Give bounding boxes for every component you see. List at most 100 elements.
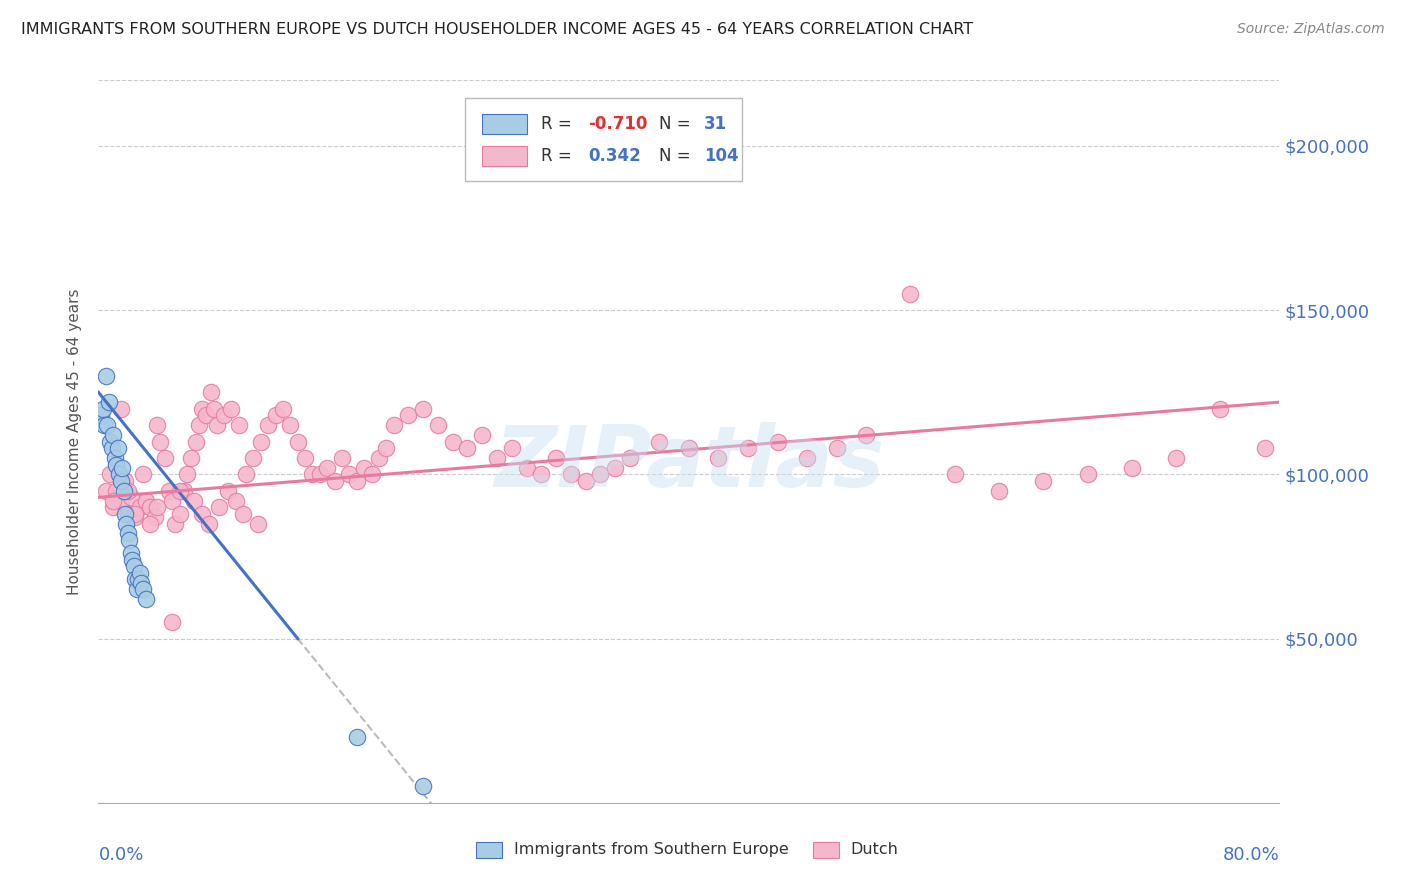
Point (575, 474, 598, 488)
Point (198, 516, 221, 531)
Point (115, 516, 138, 531)
Point (149, 434, 172, 449)
Point (1121, 460, 1143, 475)
Point (125, 582, 148, 597)
Point (855, 428, 877, 442)
Bar (482, 113, 527, 134)
Point (165, 516, 187, 531)
Point (128, 566, 150, 580)
Bar (477, 842, 502, 858)
Point (353, 460, 375, 475)
Point (180, 450, 202, 465)
Point (114, 507, 136, 521)
Point (225, 493, 247, 508)
Text: 104: 104 (704, 147, 740, 165)
Point (250, 434, 273, 449)
Point (232, 507, 254, 521)
Point (427, 418, 450, 433)
Text: Source: ZipAtlas.com: Source: ZipAtlas.com (1237, 22, 1385, 37)
Point (195, 409, 218, 423)
Point (412, 780, 434, 794)
Point (124, 510, 146, 524)
Point (146, 500, 169, 515)
Point (368, 450, 391, 465)
Point (900, 286, 922, 301)
Text: N =: N = (659, 147, 696, 165)
Point (103, 493, 125, 508)
Point (246, 516, 269, 531)
Point (98, 434, 121, 449)
Point (114, 474, 136, 488)
Point (146, 418, 169, 433)
Point (988, 483, 1011, 498)
Point (501, 441, 523, 455)
Point (707, 450, 730, 465)
Text: 0.0%: 0.0% (98, 847, 143, 864)
Point (301, 467, 323, 482)
Point (205, 418, 228, 433)
Text: Immigrants from Southern Europe: Immigrants from Southern Europe (515, 842, 789, 857)
Point (766, 434, 789, 449)
Point (737, 441, 759, 455)
Point (169, 483, 191, 498)
Point (94, 368, 117, 383)
Point (287, 434, 309, 449)
Point (110, 493, 132, 508)
Text: 31: 31 (704, 115, 727, 133)
Point (191, 401, 214, 416)
Point (105, 483, 128, 498)
Text: 80.0%: 80.0% (1223, 847, 1279, 864)
Point (589, 467, 612, 482)
Point (339, 467, 361, 482)
Point (457, 441, 479, 455)
Text: N =: N = (659, 115, 696, 133)
Point (516, 460, 538, 475)
Point (678, 441, 700, 455)
Point (212, 409, 235, 423)
Point (1077, 467, 1099, 482)
Point (271, 401, 294, 416)
Point (346, 730, 368, 744)
Text: Dutch: Dutch (851, 842, 898, 857)
Point (228, 418, 250, 433)
Point (1254, 441, 1277, 455)
Text: -0.710: -0.710 (589, 115, 648, 133)
Point (346, 474, 368, 488)
Point (316, 460, 339, 475)
Point (242, 450, 264, 465)
Point (127, 573, 149, 587)
FancyBboxPatch shape (464, 98, 742, 181)
Point (122, 559, 145, 574)
Point (309, 467, 332, 482)
Point (375, 441, 398, 455)
Point (103, 500, 125, 515)
Point (280, 418, 302, 433)
Point (200, 385, 222, 400)
Point (108, 467, 131, 482)
Point (257, 418, 280, 433)
Point (104, 450, 127, 465)
Point (619, 450, 641, 465)
Point (235, 467, 257, 482)
Point (129, 575, 152, 590)
Point (128, 500, 150, 515)
Point (111, 460, 134, 475)
Point (323, 474, 346, 488)
Text: 0.342: 0.342 (589, 147, 641, 165)
Point (157, 483, 180, 498)
Point (91, 401, 114, 416)
Point (124, 507, 146, 521)
Point (132, 467, 155, 482)
Point (124, 573, 146, 587)
Point (117, 507, 139, 521)
Point (110, 474, 132, 488)
Point (120, 546, 142, 560)
Text: IMMIGRANTS FROM SOUTHERN EUROPE VS DUTCH HOUSEHOLDER INCOME AGES 45 - 64 YEARS C: IMMIGRANTS FROM SOUTHERN EUROPE VS DUTCH… (21, 22, 973, 37)
Point (191, 507, 214, 521)
Point (441, 434, 464, 449)
Point (162, 615, 183, 630)
Point (162, 493, 183, 508)
Point (93, 418, 115, 433)
Point (100, 441, 122, 455)
Point (184, 434, 207, 449)
